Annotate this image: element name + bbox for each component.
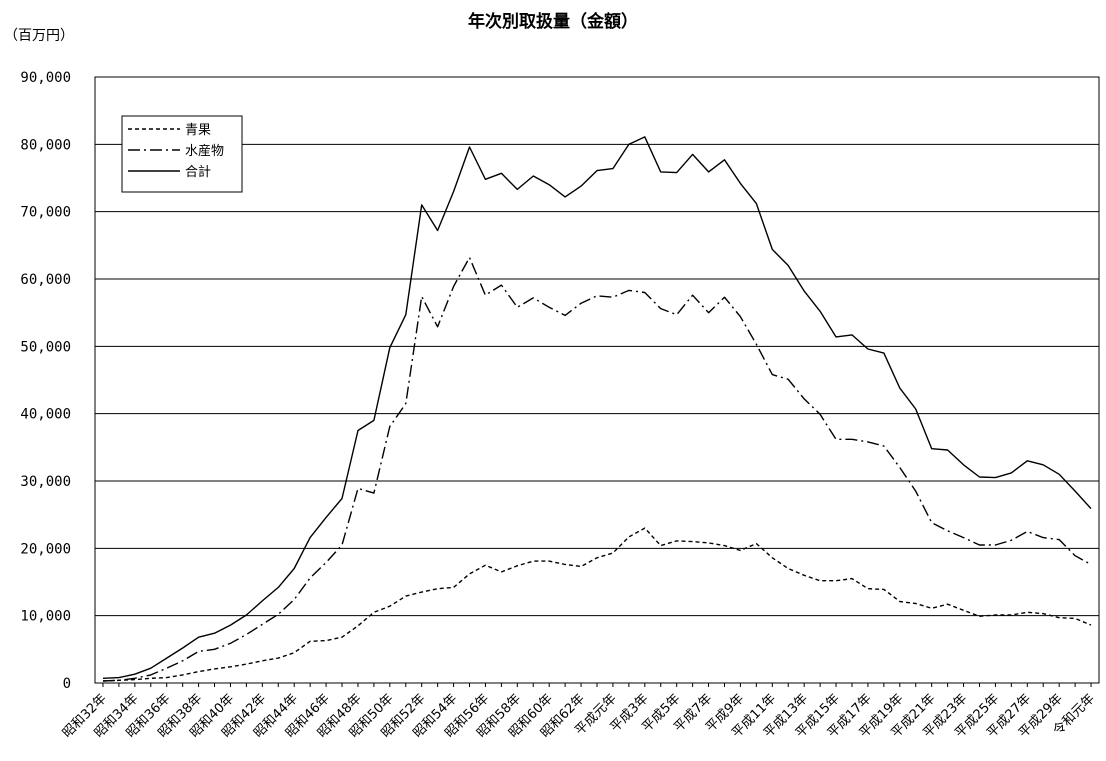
series-line-solid xyxy=(102,136,1092,679)
y-tick-label: 40,000 xyxy=(20,407,71,423)
y-tick-label: 20,000 xyxy=(20,541,71,557)
legend-label: 合計 xyxy=(185,164,211,180)
y-tick-label: 80,000 xyxy=(20,137,71,153)
chart-title: 年次別取扱量（金額） xyxy=(468,11,638,32)
series-lines xyxy=(102,136,1092,682)
series-line-dashed xyxy=(102,527,1092,682)
plot-frame xyxy=(94,76,1100,684)
legend-label: 水産物 xyxy=(185,143,224,159)
y-tick-label: 60,000 xyxy=(20,272,71,288)
y-tick-label: 70,000 xyxy=(20,205,71,221)
series-line-dashdot xyxy=(102,256,1092,682)
x-axis-ticks: 昭和32年昭和34年昭和36年昭和38年昭和40年昭和42年昭和44年昭和46年… xyxy=(60,683,1098,741)
y-tick-label: 30,000 xyxy=(20,474,71,490)
y-tick-label: 10,000 xyxy=(20,609,71,625)
y-tick-label: 90,000 xyxy=(20,70,71,86)
gridlines xyxy=(95,143,1099,617)
y-axis-ticks: 0 10,000 20,000 30,000 40,000 50,000 60,000 70,… xyxy=(20,70,71,692)
y-tick-label: 0 xyxy=(63,676,71,692)
y-tick-label: 50,000 xyxy=(20,339,71,355)
legend-label: 青果 xyxy=(185,123,211,138)
y-unit-label: （百万円） xyxy=(4,28,74,44)
